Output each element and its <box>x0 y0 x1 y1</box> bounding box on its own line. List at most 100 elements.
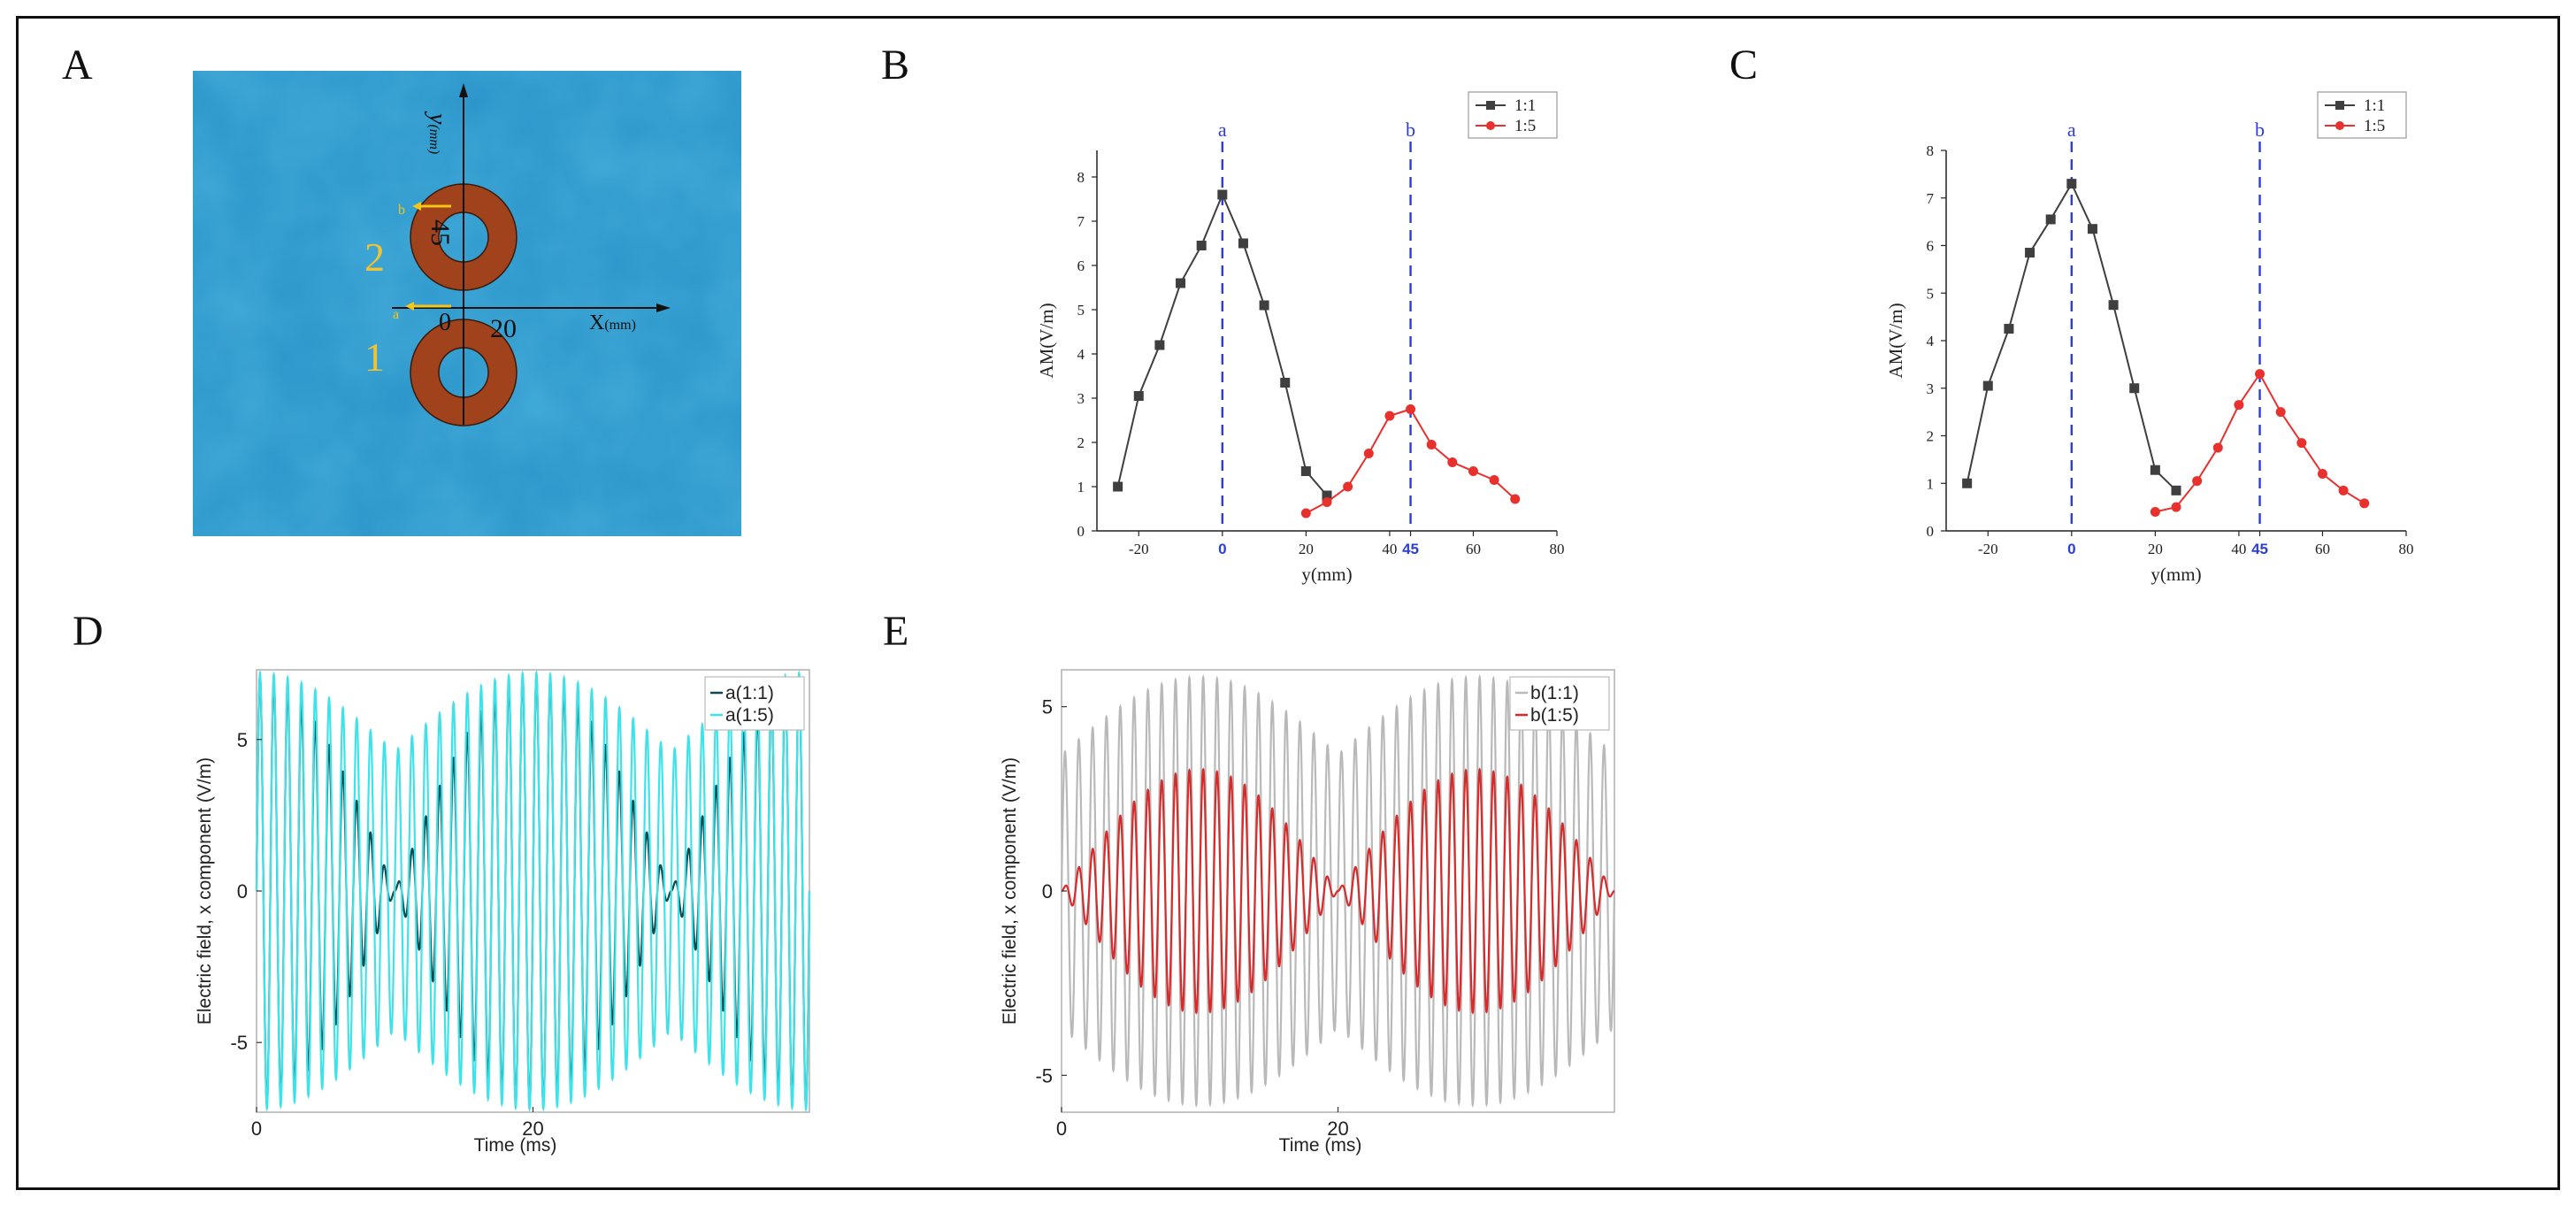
y-tick-label: 5 <box>1927 285 1935 302</box>
data-point <box>1363 449 1374 458</box>
y-tick-label: -5 <box>1035 1064 1053 1087</box>
x-axis-title: y(mm) <box>2150 564 2201 585</box>
legend-label-c-0: 1:1 <box>2364 96 2385 115</box>
data-point <box>1300 508 1311 519</box>
y-tick-label: 2 <box>1077 434 1085 451</box>
x-tick-label: 45 <box>2251 541 2268 557</box>
y-axis-label: y(mm) <box>424 111 451 154</box>
reference-label-a: a <box>1218 119 1227 141</box>
y-tick-label: 6 <box>1077 257 1085 274</box>
panel-letter-d: D <box>73 608 104 655</box>
data-point <box>2025 248 2036 258</box>
waveform-series-1 <box>1061 767 1615 1015</box>
data-point <box>2275 407 2286 418</box>
reference-label-a: a <box>2067 119 2076 141</box>
data-point <box>1322 497 1332 507</box>
y-tick-label: 0 <box>237 880 248 903</box>
legend-label-b-1: 1:5 <box>1514 117 1536 135</box>
figure-frame <box>16 16 2560 1190</box>
x-tick-label: 20 <box>1327 1118 1348 1140</box>
y-tick-label: 2 <box>1927 428 1935 445</box>
y-axis-title: Electric field, x component (V/m) <box>1000 757 1020 1025</box>
data-point <box>1343 481 1353 492</box>
x-axis-title: Time (ms) <box>474 1135 557 1156</box>
data-point <box>2087 224 2097 234</box>
legend-label-b-0: 1:1 <box>1514 96 1536 115</box>
x-tick-label: -20 <box>1978 541 1998 557</box>
x-tick-label: 80 <box>2399 541 2414 557</box>
x-tick-label: 20 <box>1299 541 1314 557</box>
y-tick-label: 8 <box>1077 169 1085 186</box>
data-point <box>1259 300 1269 311</box>
tick-45: 45 <box>426 219 455 246</box>
x-tick-label: 60 <box>2315 541 2330 557</box>
data-point <box>2255 369 2266 380</box>
panel-letter-a: A <box>62 42 93 88</box>
data-point <box>2004 324 2014 334</box>
data-point <box>1489 475 1499 485</box>
y-axis-title: AM(V/m) <box>1036 303 1057 378</box>
x-axis-label: X(mm) <box>589 311 636 334</box>
x-axis-title: Time (ms) <box>1279 1135 1362 1156</box>
legend-marker <box>2335 121 2344 130</box>
data-point <box>1133 391 1144 401</box>
x-tick-label: 0 <box>2067 541 2075 557</box>
data-point <box>2171 485 2181 495</box>
y-tick-label: 4 <box>1077 346 1085 363</box>
legend-marker <box>2335 101 2344 110</box>
marker-b-label: b <box>398 203 405 218</box>
reference-label-b: b <box>1406 119 1415 141</box>
marker-a-label: a <box>393 307 399 322</box>
y-tick-label: 3 <box>1077 390 1085 407</box>
data-point <box>2234 400 2244 411</box>
data-point <box>2066 179 2077 189</box>
y-tick-label: 3 <box>1927 380 1935 397</box>
data-point <box>1510 494 1521 504</box>
data-point <box>1196 241 1207 250</box>
legend-label-d-0: a(1:1) <box>725 683 774 703</box>
data-point <box>2212 442 2223 453</box>
data-point <box>1238 238 1248 249</box>
legend-label-e-0: b(1:1) <box>1530 683 1579 703</box>
y-tick-label: 6 <box>1927 238 1935 255</box>
data-point <box>2317 469 2327 479</box>
legend-marker <box>1486 121 1495 130</box>
electrode-1-label: 1 <box>364 334 385 380</box>
y-tick-label: 0 <box>1927 523 1935 540</box>
y-tick-label: 5 <box>1077 302 1085 319</box>
data-point <box>2192 476 2203 487</box>
data-point <box>1300 466 1311 476</box>
data-point <box>1280 378 1291 388</box>
data-point <box>1217 189 1228 200</box>
data-point <box>1426 440 1437 449</box>
x-tick-label: 20 <box>522 1118 543 1140</box>
data-point <box>1322 490 1332 501</box>
y-tick-label: 8 <box>1927 142 1935 159</box>
y-axis-title: Electric field, x component (V/m) <box>195 757 215 1025</box>
x-axis-title: y(mm) <box>1301 564 1352 585</box>
data-point <box>1962 478 1973 488</box>
y-tick-label: 0 <box>1042 880 1053 903</box>
legend-box <box>2317 91 2407 139</box>
data-point <box>1406 404 1416 414</box>
x-tick-label: 0 <box>1056 1118 1067 1140</box>
tick-0: 0 <box>439 309 451 336</box>
data-point <box>1447 457 1458 467</box>
data-point <box>2150 507 2160 517</box>
legend-label-d-1: a(1:5) <box>725 705 774 726</box>
legend-box <box>1468 91 1558 139</box>
panel-a-electrode-map: y(mm) 45 0 20 X(mm) b a 2 1 <box>193 71 741 536</box>
y-tick-label: 7 <box>1927 190 1935 207</box>
legend-label-e-1: b(1:5) <box>1530 705 1579 726</box>
reference-label-b: b <box>2255 119 2265 141</box>
x-tick-label: 45 <box>1402 541 1419 557</box>
x-tick-label: 40 <box>1382 541 1397 557</box>
data-point <box>2129 383 2140 394</box>
tick-20: 20 <box>490 314 517 343</box>
y-tick-label: 1 <box>1927 475 1935 492</box>
data-point <box>2045 214 2056 225</box>
y-tick-label: 0 <box>1077 523 1085 540</box>
